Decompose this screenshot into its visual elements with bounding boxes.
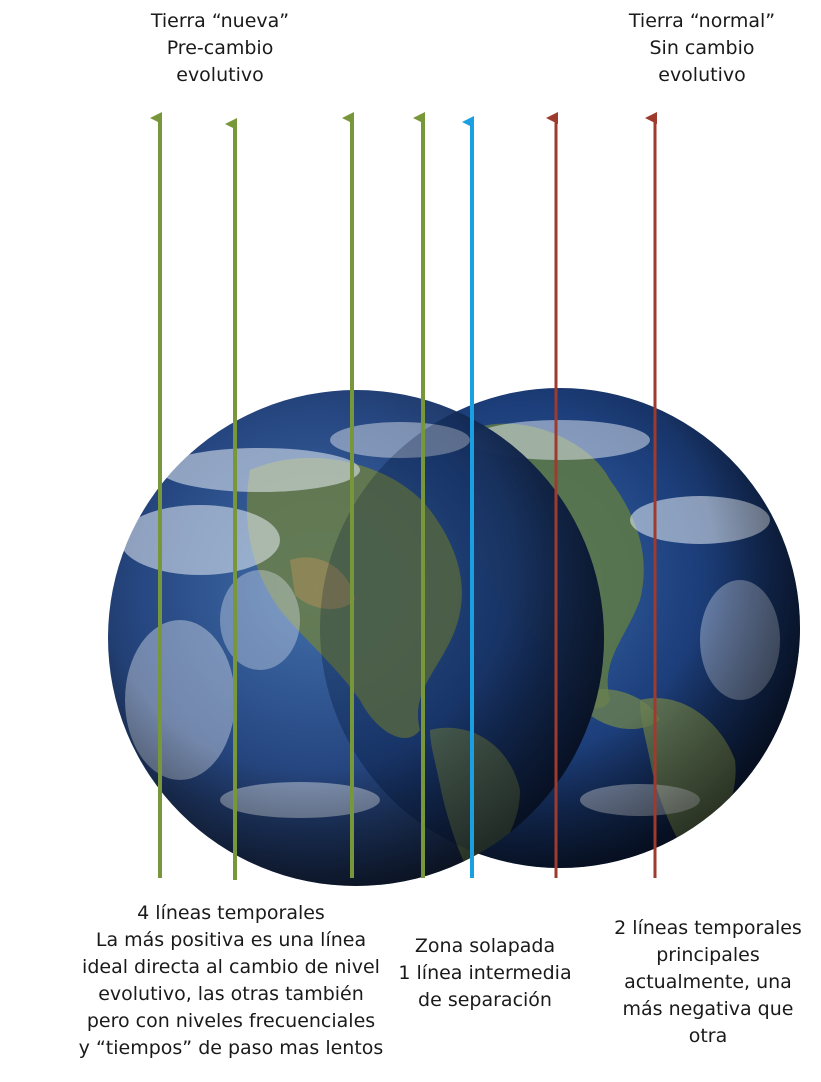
label-normal-earth-line-1: Tierra “normal”: [628, 10, 776, 32]
note-left-line-5: pero con niveles frecuenciales: [86, 1010, 376, 1032]
note-left-line-1: 4 líneas temporales: [137, 902, 325, 924]
label-normal-earth-line-2: Sin cambio: [649, 37, 755, 59]
note-two-timelines: 2 líneas temporales principales actualme…: [595, 915, 821, 1050]
note-overlap-zone: Zona solapada 1 línea intermedia de sepa…: [370, 933, 600, 1014]
earth-new: [108, 390, 604, 886]
note-mid-line-2: 1 línea intermedia: [398, 962, 572, 984]
timeline-arrows: [150, 112, 657, 880]
note-left-line-2: La más positiva es una línea: [95, 929, 367, 951]
label-normal-earth: Tierra “normal” Sin cambio evolutivo: [582, 8, 821, 89]
note-four-timelines: 4 líneas temporales La más positiva es u…: [0, 900, 462, 1062]
label-new-earth-line-1: Tierra “nueva”: [150, 10, 290, 32]
note-mid-line-3: de separación: [418, 989, 552, 1011]
note-right-line-5: otra: [688, 1025, 728, 1047]
note-left-line-3: ideal directa al cambio de nivel: [82, 956, 380, 978]
label-new-earth-line-2: Pre-cambio: [166, 37, 274, 59]
note-right-line-1: 2 líneas temporales: [614, 917, 802, 939]
note-right-line-2: principales: [656, 944, 760, 966]
note-left-line-6: y “tiempos” de paso mas lentos: [78, 1037, 384, 1059]
label-new-earth: Tierra “nueva” Pre-cambio evolutivo: [100, 8, 340, 89]
label-new-earth-line-3: evolutivo: [176, 64, 264, 86]
label-normal-earth-line-3: evolutivo: [658, 64, 746, 86]
note-mid-line-1: Zona solapada: [414, 935, 556, 957]
overlap-zone: [320, 390, 604, 868]
note-right-line-4: más negativa que: [622, 998, 794, 1020]
note-left-line-4: evolutivo, las otras también: [98, 983, 364, 1005]
note-right-line-3: actualmente, una: [624, 971, 792, 993]
